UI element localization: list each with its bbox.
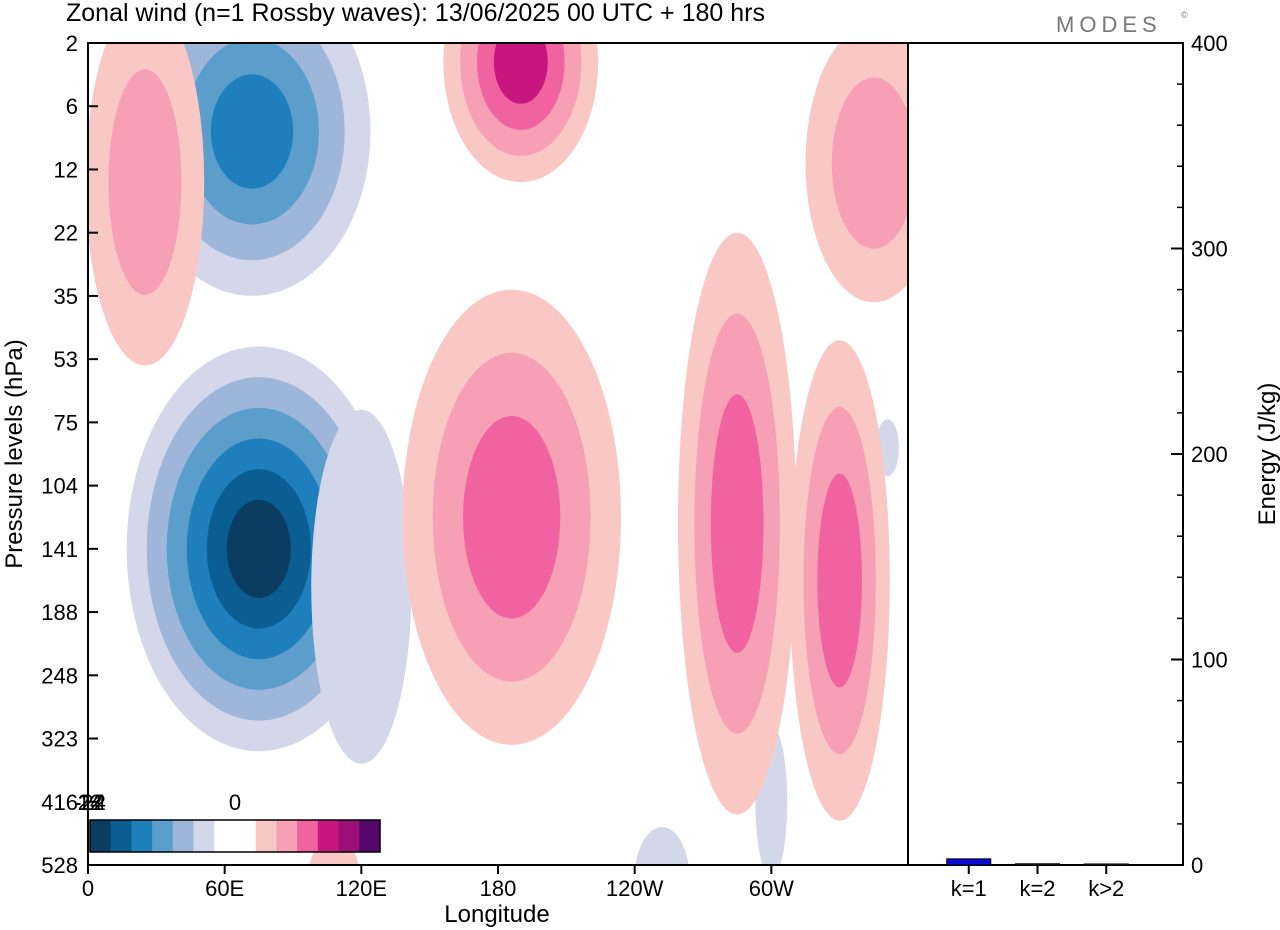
x-tick-label: 180 xyxy=(480,876,517,901)
negative-wind-contour xyxy=(210,74,294,189)
energy-bar xyxy=(946,858,992,866)
positive-wind-contour xyxy=(463,416,561,619)
y-tick-label: 6 xyxy=(66,94,78,119)
energy-bars: k=1 k=2 k>2 xyxy=(946,858,1129,901)
y-tick-label: 53 xyxy=(54,347,78,372)
positive-wind-contour xyxy=(493,43,548,104)
longitude-axis: 0 60E 120E 180 120W 60W xyxy=(82,865,794,901)
energy-category-label: k>2 xyxy=(1088,876,1124,901)
energy-tick-label: 300 xyxy=(1191,237,1228,262)
colorbar-swatch xyxy=(276,820,298,852)
colorbar-frame xyxy=(89,819,381,853)
x-axis-label: Longitude xyxy=(444,901,549,928)
colorbar-swatch xyxy=(255,820,277,852)
colorbar-swatch xyxy=(172,820,195,852)
y-tick-label: 75 xyxy=(54,410,78,435)
colorbar-swatch xyxy=(317,820,340,852)
colorbar-swatch xyxy=(90,820,112,852)
energy-category-label: k=2 xyxy=(1019,876,1055,901)
x-tick-label: 120W xyxy=(606,876,664,901)
chart-title: Zonal wind (n=1 Rossby waves): 13/06/202… xyxy=(66,0,765,27)
y-tick-label: 248 xyxy=(41,663,78,688)
negative-wind-contour xyxy=(635,827,689,865)
y-tick-label: 104 xyxy=(41,474,78,499)
x-tick-label: 0 xyxy=(82,876,94,901)
positive-wind-contour xyxy=(817,473,862,688)
copyright-mark: © xyxy=(1181,10,1188,20)
contour-field xyxy=(88,43,908,865)
negative-wind-contour xyxy=(311,409,412,764)
colorbar-swatch xyxy=(297,820,319,852)
y-tick-label: 323 xyxy=(41,727,78,752)
logo-text: MODES xyxy=(1056,12,1162,37)
colorbar-tick-label: 0 xyxy=(229,790,241,815)
positive-wind-contour xyxy=(831,77,908,249)
energy-tick-label: 200 xyxy=(1191,442,1228,467)
energy-axis-label: Energy (J/kg) xyxy=(1254,383,1280,526)
colorbar-swatch xyxy=(193,820,215,852)
positive-wind-contour xyxy=(710,394,764,653)
y-axis-label: Pressure levels (hPa) xyxy=(1,339,28,568)
y-tick-label: 2 xyxy=(66,31,78,56)
energy-tick-label: 400 xyxy=(1191,31,1228,56)
colorbar-swatch xyxy=(235,820,257,852)
energy-category-label: k=1 xyxy=(951,876,987,901)
x-tick-label: 60E xyxy=(205,876,244,901)
positive-wind-contour xyxy=(108,69,182,295)
energy-tick-label: 0 xyxy=(1191,853,1203,878)
y-tick-label: 188 xyxy=(41,600,78,625)
colorbar-swatch xyxy=(338,820,360,852)
y-tick-label: 416 xyxy=(41,790,78,815)
colorbar-swatch xyxy=(110,820,132,852)
x-tick-label: 60W xyxy=(749,876,794,901)
y-tick-label: 22 xyxy=(54,221,78,246)
y-tick-label: 141 xyxy=(41,537,78,562)
energy-axis: 0 100 200 300 400 xyxy=(1171,31,1228,878)
negative-wind-contour xyxy=(226,499,291,598)
colorbar-swatch xyxy=(131,820,153,852)
colorbar-swatch xyxy=(359,820,381,852)
x-tick-label: 120E xyxy=(336,876,387,901)
energy-plot-frame xyxy=(907,42,1184,866)
y-tick-label: 528 xyxy=(41,853,78,878)
energy-tick-label: 100 xyxy=(1191,648,1228,673)
colorbar-swatch xyxy=(214,820,236,852)
pressure-axis: 2 6 12 22 35 53 75 104 141 188 248 323 416 528 xyxy=(41,31,98,878)
colorbar-swatch xyxy=(152,820,174,852)
modes-logo: MODES © xyxy=(1056,10,1188,37)
y-tick-label: 12 xyxy=(54,157,78,182)
y-tick-label: 35 xyxy=(54,284,78,309)
